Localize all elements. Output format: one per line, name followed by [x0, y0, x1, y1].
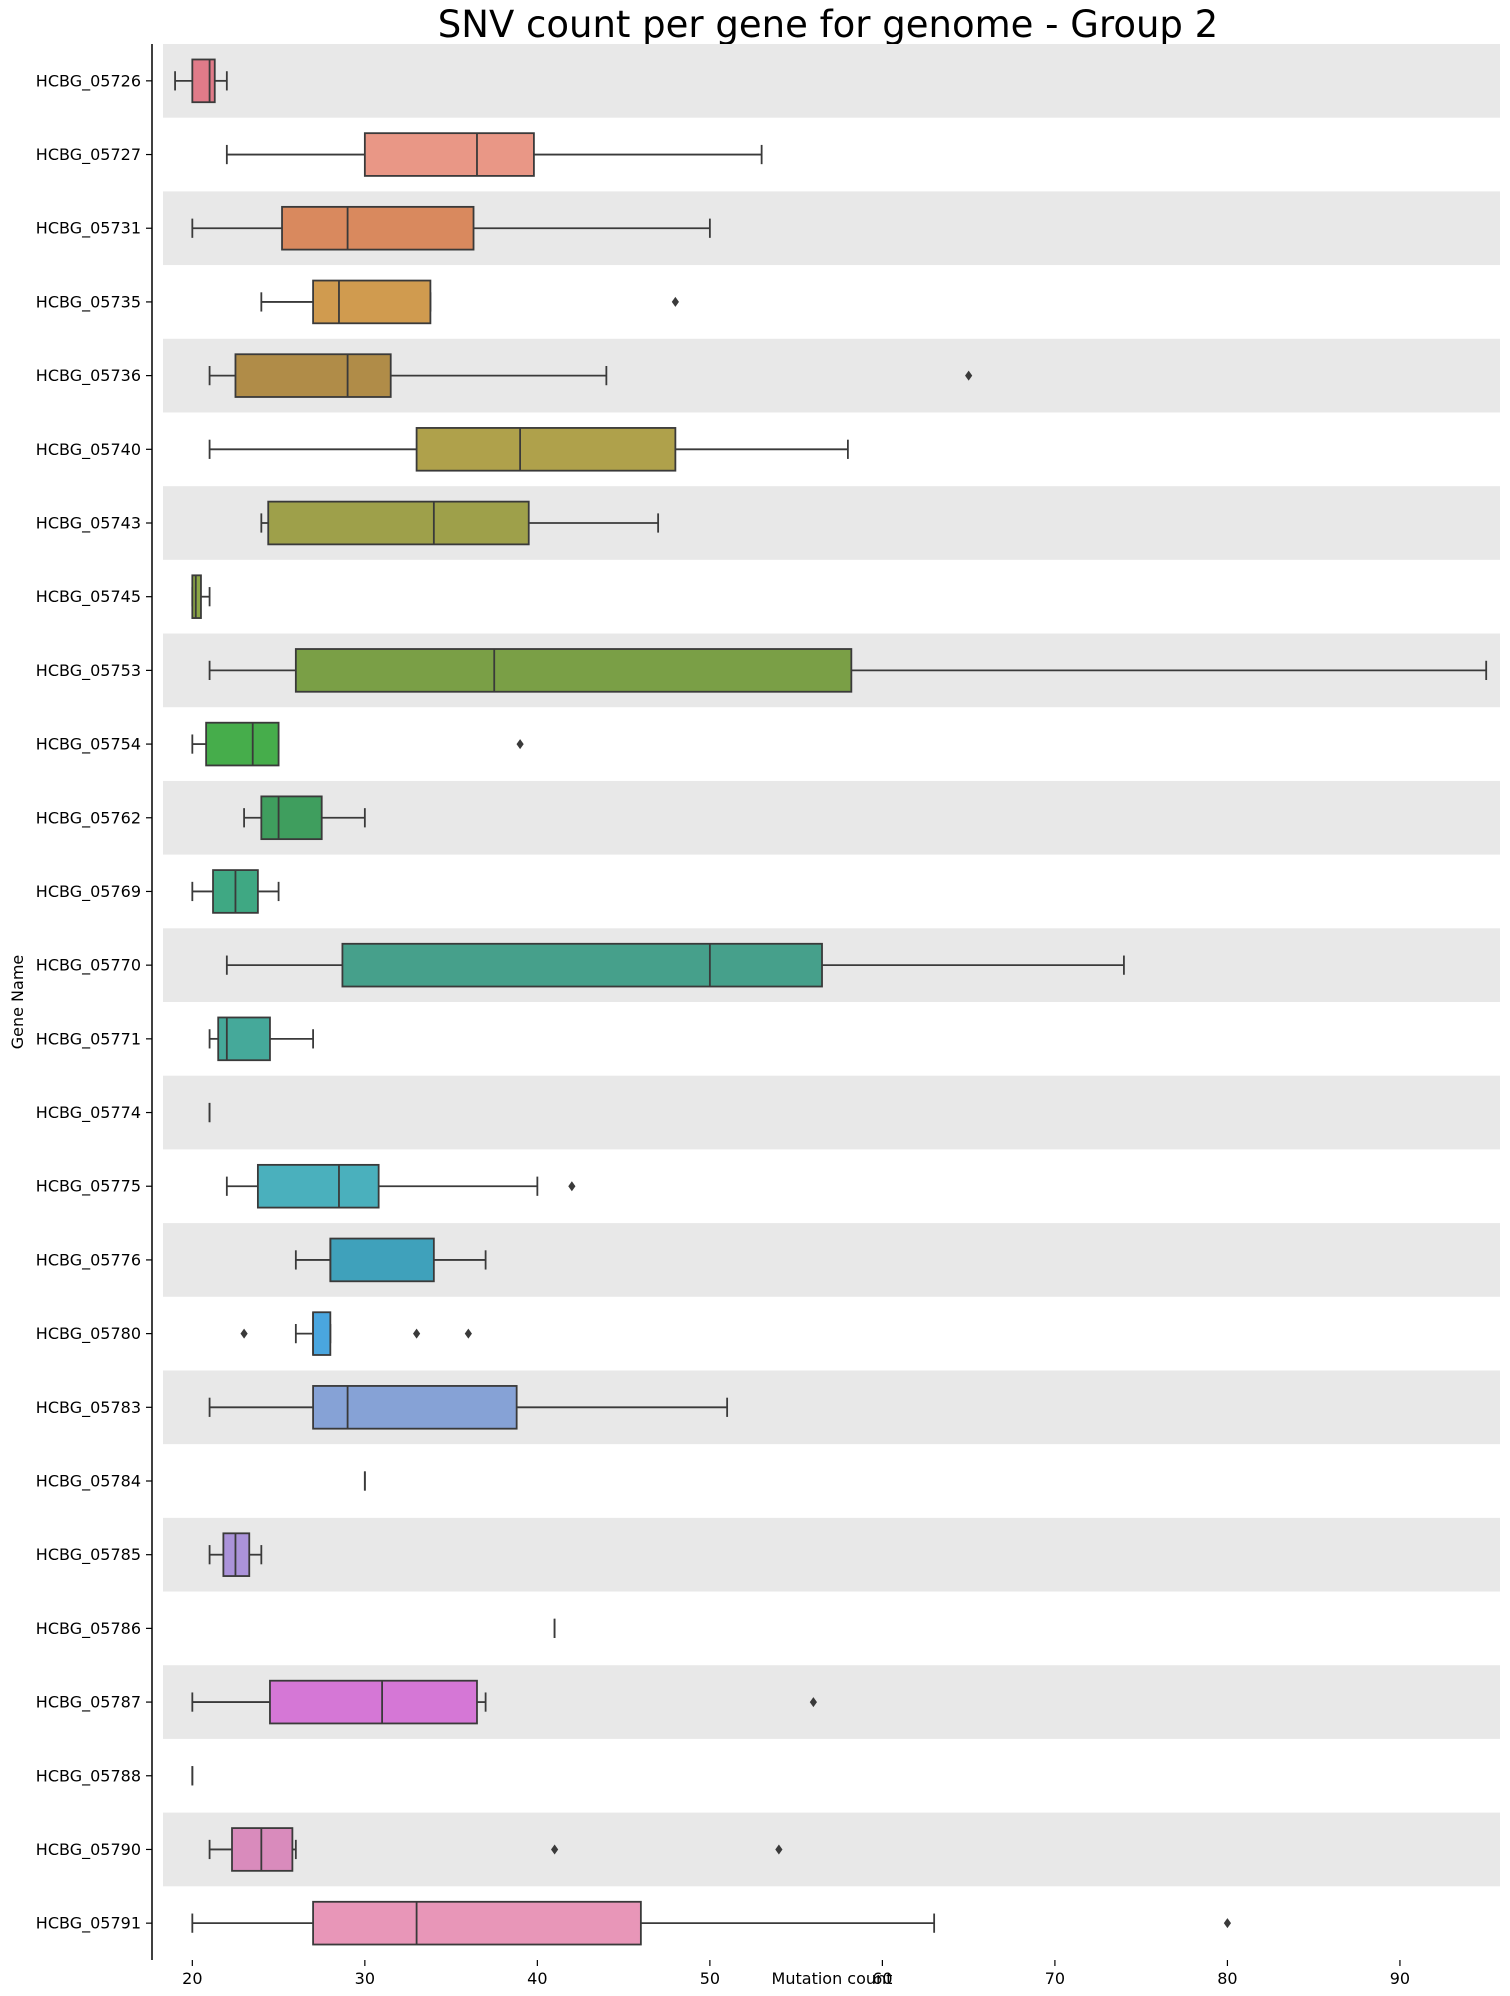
- iqr-box: [205, 721, 280, 767]
- box-hcbg-05762: [243, 795, 366, 841]
- iqr-box: [312, 1385, 518, 1430]
- iqr-box: [256, 1163, 380, 1209]
- outlier-point: [464, 1328, 472, 1339]
- outlier-point: [965, 370, 973, 381]
- iqr-box: [312, 1311, 332, 1356]
- box-hcbg-05791: [191, 1900, 1232, 1946]
- row-band: [163, 1517, 1500, 1592]
- box-hcbg-05785: [208, 1532, 263, 1577]
- box-hcbg-05780: [240, 1311, 472, 1356]
- iqr-box: [341, 942, 823, 988]
- y-tick-label: HCBG_05726: [36, 71, 141, 91]
- y-tick-label: HCBG_05745: [36, 587, 141, 607]
- y-tick-label: HCBG_05776: [36, 1250, 141, 1270]
- y-tick-label: HCBG_05784: [36, 1472, 141, 1492]
- box-hcbg-05783: [208, 1385, 729, 1430]
- y-tick-label: HCBG_05775: [36, 1177, 141, 1197]
- y-tick-label: HCBG_05790: [36, 1840, 141, 1860]
- outlier-point: [775, 1844, 783, 1855]
- y-tick-label: HCBG_05754: [36, 735, 141, 755]
- y-tick-label: HCBG_05743: [36, 514, 141, 534]
- x-tick-label: 80: [1217, 1969, 1237, 1988]
- y-tick-label: HCBG_05727: [36, 145, 141, 165]
- box-series: [174, 58, 1488, 1946]
- box-hcbg-05743: [260, 500, 660, 546]
- y-tick-label: HCBG_05771: [36, 1029, 141, 1049]
- iqr-box: [312, 279, 432, 325]
- y-tick-label: HCBG_05787: [36, 1693, 141, 1713]
- outlier-point: [551, 1844, 559, 1855]
- y-tick-label: HCBG_05783: [36, 1398, 141, 1418]
- x-axis: 20 30 40 50 60 70 80 90: [182, 1960, 1410, 1988]
- iqr-box: [234, 353, 392, 398]
- box-hcbg-05753: [208, 648, 1488, 693]
- y-tick-label: HCBG_05780: [36, 1324, 141, 1344]
- outlier-point: [568, 1181, 576, 1192]
- box-hcbg-05787: [191, 1679, 817, 1725]
- x-tick-label: 20: [182, 1969, 202, 1988]
- outlier-point: [240, 1328, 248, 1339]
- y-tick-label: HCBG_05769: [36, 882, 141, 902]
- y-tick-label: HCBG_05735: [36, 292, 141, 312]
- box-hcbg-05735: [260, 279, 679, 325]
- y-tick-label: HCBG_05762: [36, 808, 141, 828]
- row-band: [163, 780, 1500, 855]
- iqr-box: [415, 427, 677, 472]
- chart-title: SNV count per gene for genome - Group 2: [438, 3, 1218, 46]
- x-axis-title: Mutation count: [772, 1969, 893, 1988]
- x-tick-label: 50: [700, 1969, 720, 1988]
- box-hcbg-05770: [225, 942, 1125, 988]
- x-tick-label: 90: [1390, 1969, 1410, 1988]
- row-band: [163, 1075, 1500, 1150]
- outlier-point: [412, 1328, 421, 1339]
- y-tick-label: HCBG_05740: [36, 440, 141, 460]
- iqr-box: [260, 795, 323, 841]
- box-hcbg-05736: [208, 353, 973, 398]
- y-tick-label: HCBG_05788: [36, 1766, 141, 1786]
- box-hcbg-05775: [225, 1163, 576, 1209]
- box-hcbg-05726: [174, 58, 228, 104]
- box-hcbg-05745: [191, 574, 211, 619]
- iqr-box: [363, 132, 535, 177]
- box-hcbg-05731: [191, 205, 711, 251]
- box-hcbg-05754: [191, 721, 524, 767]
- y-tick-label: HCBG_05791: [36, 1914, 141, 1934]
- iqr-box: [191, 58, 216, 104]
- box-hcbg-05771: [208, 1016, 314, 1062]
- box-hcbg-05727: [225, 132, 763, 177]
- row-band: [163, 1812, 1500, 1887]
- iqr-box: [294, 648, 853, 693]
- x-tick-label: 40: [527, 1969, 547, 1988]
- outlier-point: [809, 1697, 817, 1708]
- y-tick-label: HCBG_05736: [36, 366, 141, 386]
- box-hcbg-05776: [294, 1237, 487, 1283]
- x-tick-label: 60: [872, 1969, 892, 1988]
- x-tick-label: 70: [1045, 1969, 1065, 1988]
- y-tick-label: HCBG_05753: [36, 661, 141, 681]
- y-axis: HCBG_05726 HCBG_05727 HCBG_05731 HCBG_05735…: [36, 44, 153, 1960]
- iqr-box: [281, 205, 475, 251]
- y-tick-label: HCBG_05731: [36, 219, 141, 239]
- box-hcbg-05790: [208, 1827, 783, 1872]
- iqr-box: [312, 1900, 642, 1946]
- box-hcbg-05769: [191, 869, 280, 914]
- outlier-point: [671, 296, 679, 307]
- iqr-box: [329, 1237, 435, 1283]
- x-tick-label: 30: [355, 1969, 375, 1988]
- outlier-point: [1223, 1918, 1232, 1929]
- y-axis-title: Gene Name: [8, 955, 27, 1050]
- row-band: [163, 44, 1500, 118]
- y-tick-label: HCBG_05774: [36, 1103, 141, 1123]
- outlier-point: [516, 739, 524, 750]
- iqr-box: [269, 1679, 478, 1725]
- y-tick-label: HCBG_05770: [36, 956, 141, 976]
- y-tick-label: HCBG_05786: [36, 1619, 141, 1639]
- iqr-box: [267, 500, 530, 546]
- y-tick-label: HCBG_05785: [36, 1545, 141, 1565]
- box-hcbg-05740: [208, 427, 849, 472]
